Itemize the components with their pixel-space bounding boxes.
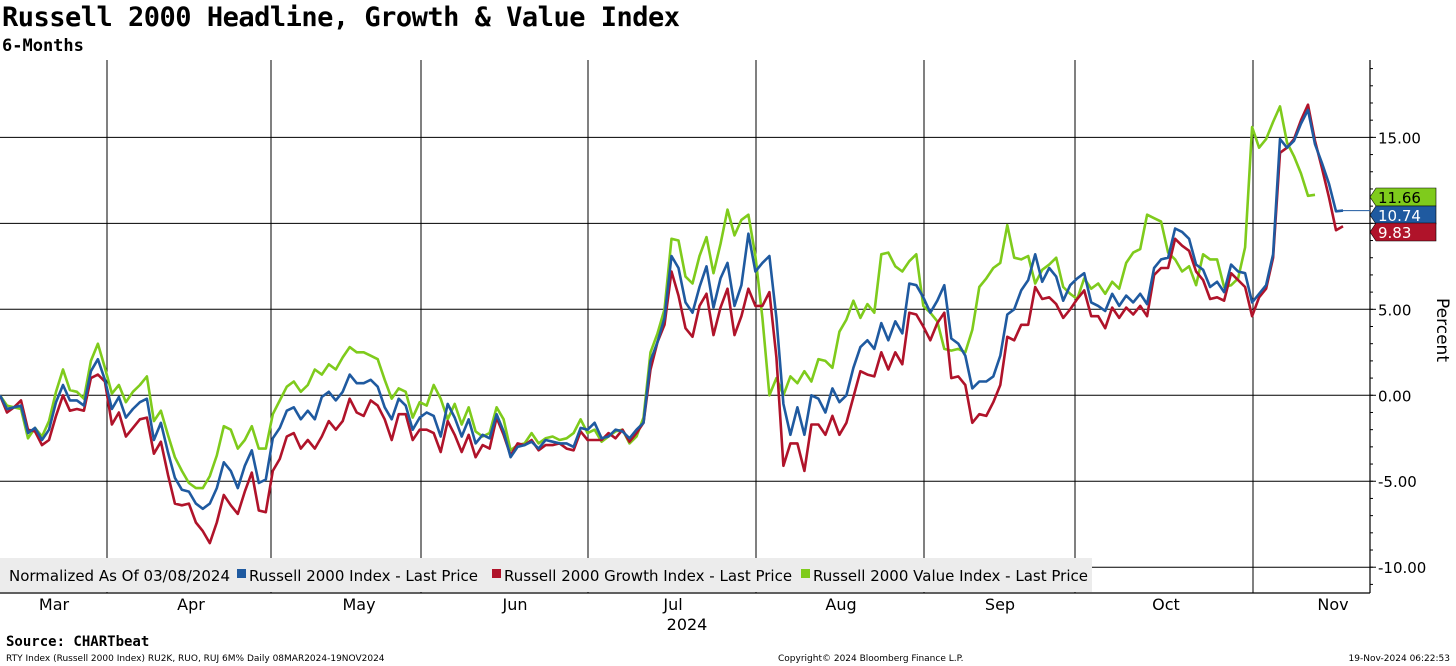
last-value-label: 11.66 xyxy=(1378,189,1421,207)
last-value-label: 10.74 xyxy=(1378,207,1421,225)
x-tick-label: Oct xyxy=(1152,595,1180,614)
legend-prefix: Normalized As Of 03/08/2024 xyxy=(9,567,230,585)
y-tick-label: 0.00 xyxy=(1378,387,1411,405)
source-note: Source: CHARTbeat xyxy=(6,634,150,650)
y-axis-label: Percent xyxy=(1432,298,1452,362)
x-tick-label: Nov xyxy=(1317,595,1348,614)
y-tick-label: 15.00 xyxy=(1378,129,1421,147)
series-line-growth xyxy=(0,103,1344,545)
x-tick-labels: Mar Apr May Jun Jul Aug Sep Oct Nov xyxy=(39,595,1349,614)
last-value-tag xyxy=(1369,187,1437,207)
chart-subtitle: 6-Months xyxy=(2,36,84,56)
axes xyxy=(0,60,1376,594)
chart-title: Russell 2000 Headline, Growth & Value In… xyxy=(2,2,680,33)
last-value-label: 9.83 xyxy=(1378,224,1411,242)
series-line-value xyxy=(0,105,1316,490)
y-tick-label: 5.00 xyxy=(1378,301,1411,319)
x-tick-label: May xyxy=(342,595,375,614)
last-value-tag xyxy=(1369,205,1437,225)
copyright-note: Copyright© 2024 Bloomberg Finance L.P. xyxy=(778,654,964,664)
timestamp-note: 19-Nov-2024 06:22:53 xyxy=(1348,654,1450,664)
x-tick-label: Jun xyxy=(502,595,528,614)
y-tick-label: -5.00 xyxy=(1378,473,1417,491)
legend-item-growth: Russell 2000 Growth Index - Last Price xyxy=(504,567,792,585)
x-tick-label: Sep xyxy=(985,595,1015,614)
legend-item-value: Russell 2000 Value Index - Last Price xyxy=(813,567,1088,585)
year-label: 2024 xyxy=(667,615,708,634)
legend: Normalized As Of 03/08/2024 Russell 2000 … xyxy=(0,558,1092,592)
legend-swatch-value xyxy=(801,569,810,578)
y-tick-label: -10.00 xyxy=(1378,559,1426,577)
x-tick-label: Mar xyxy=(39,595,70,614)
x-tick-label: Jul xyxy=(662,595,682,614)
x-tick-label: Apr xyxy=(177,595,205,614)
legend-item-headline: Russell 2000 Index - Last Price xyxy=(249,567,478,585)
last-value-tag xyxy=(1369,222,1437,242)
ticker-note: RTY Index (Russell 2000 Index) RU2K, RUO… xyxy=(6,654,385,664)
series-lines xyxy=(0,103,1344,545)
legend-swatch-headline xyxy=(237,569,246,578)
legend-background xyxy=(0,558,1092,592)
series-line-headline xyxy=(0,108,1344,511)
x-tick-label: Aug xyxy=(825,595,856,614)
legend-swatch-growth xyxy=(492,569,501,578)
